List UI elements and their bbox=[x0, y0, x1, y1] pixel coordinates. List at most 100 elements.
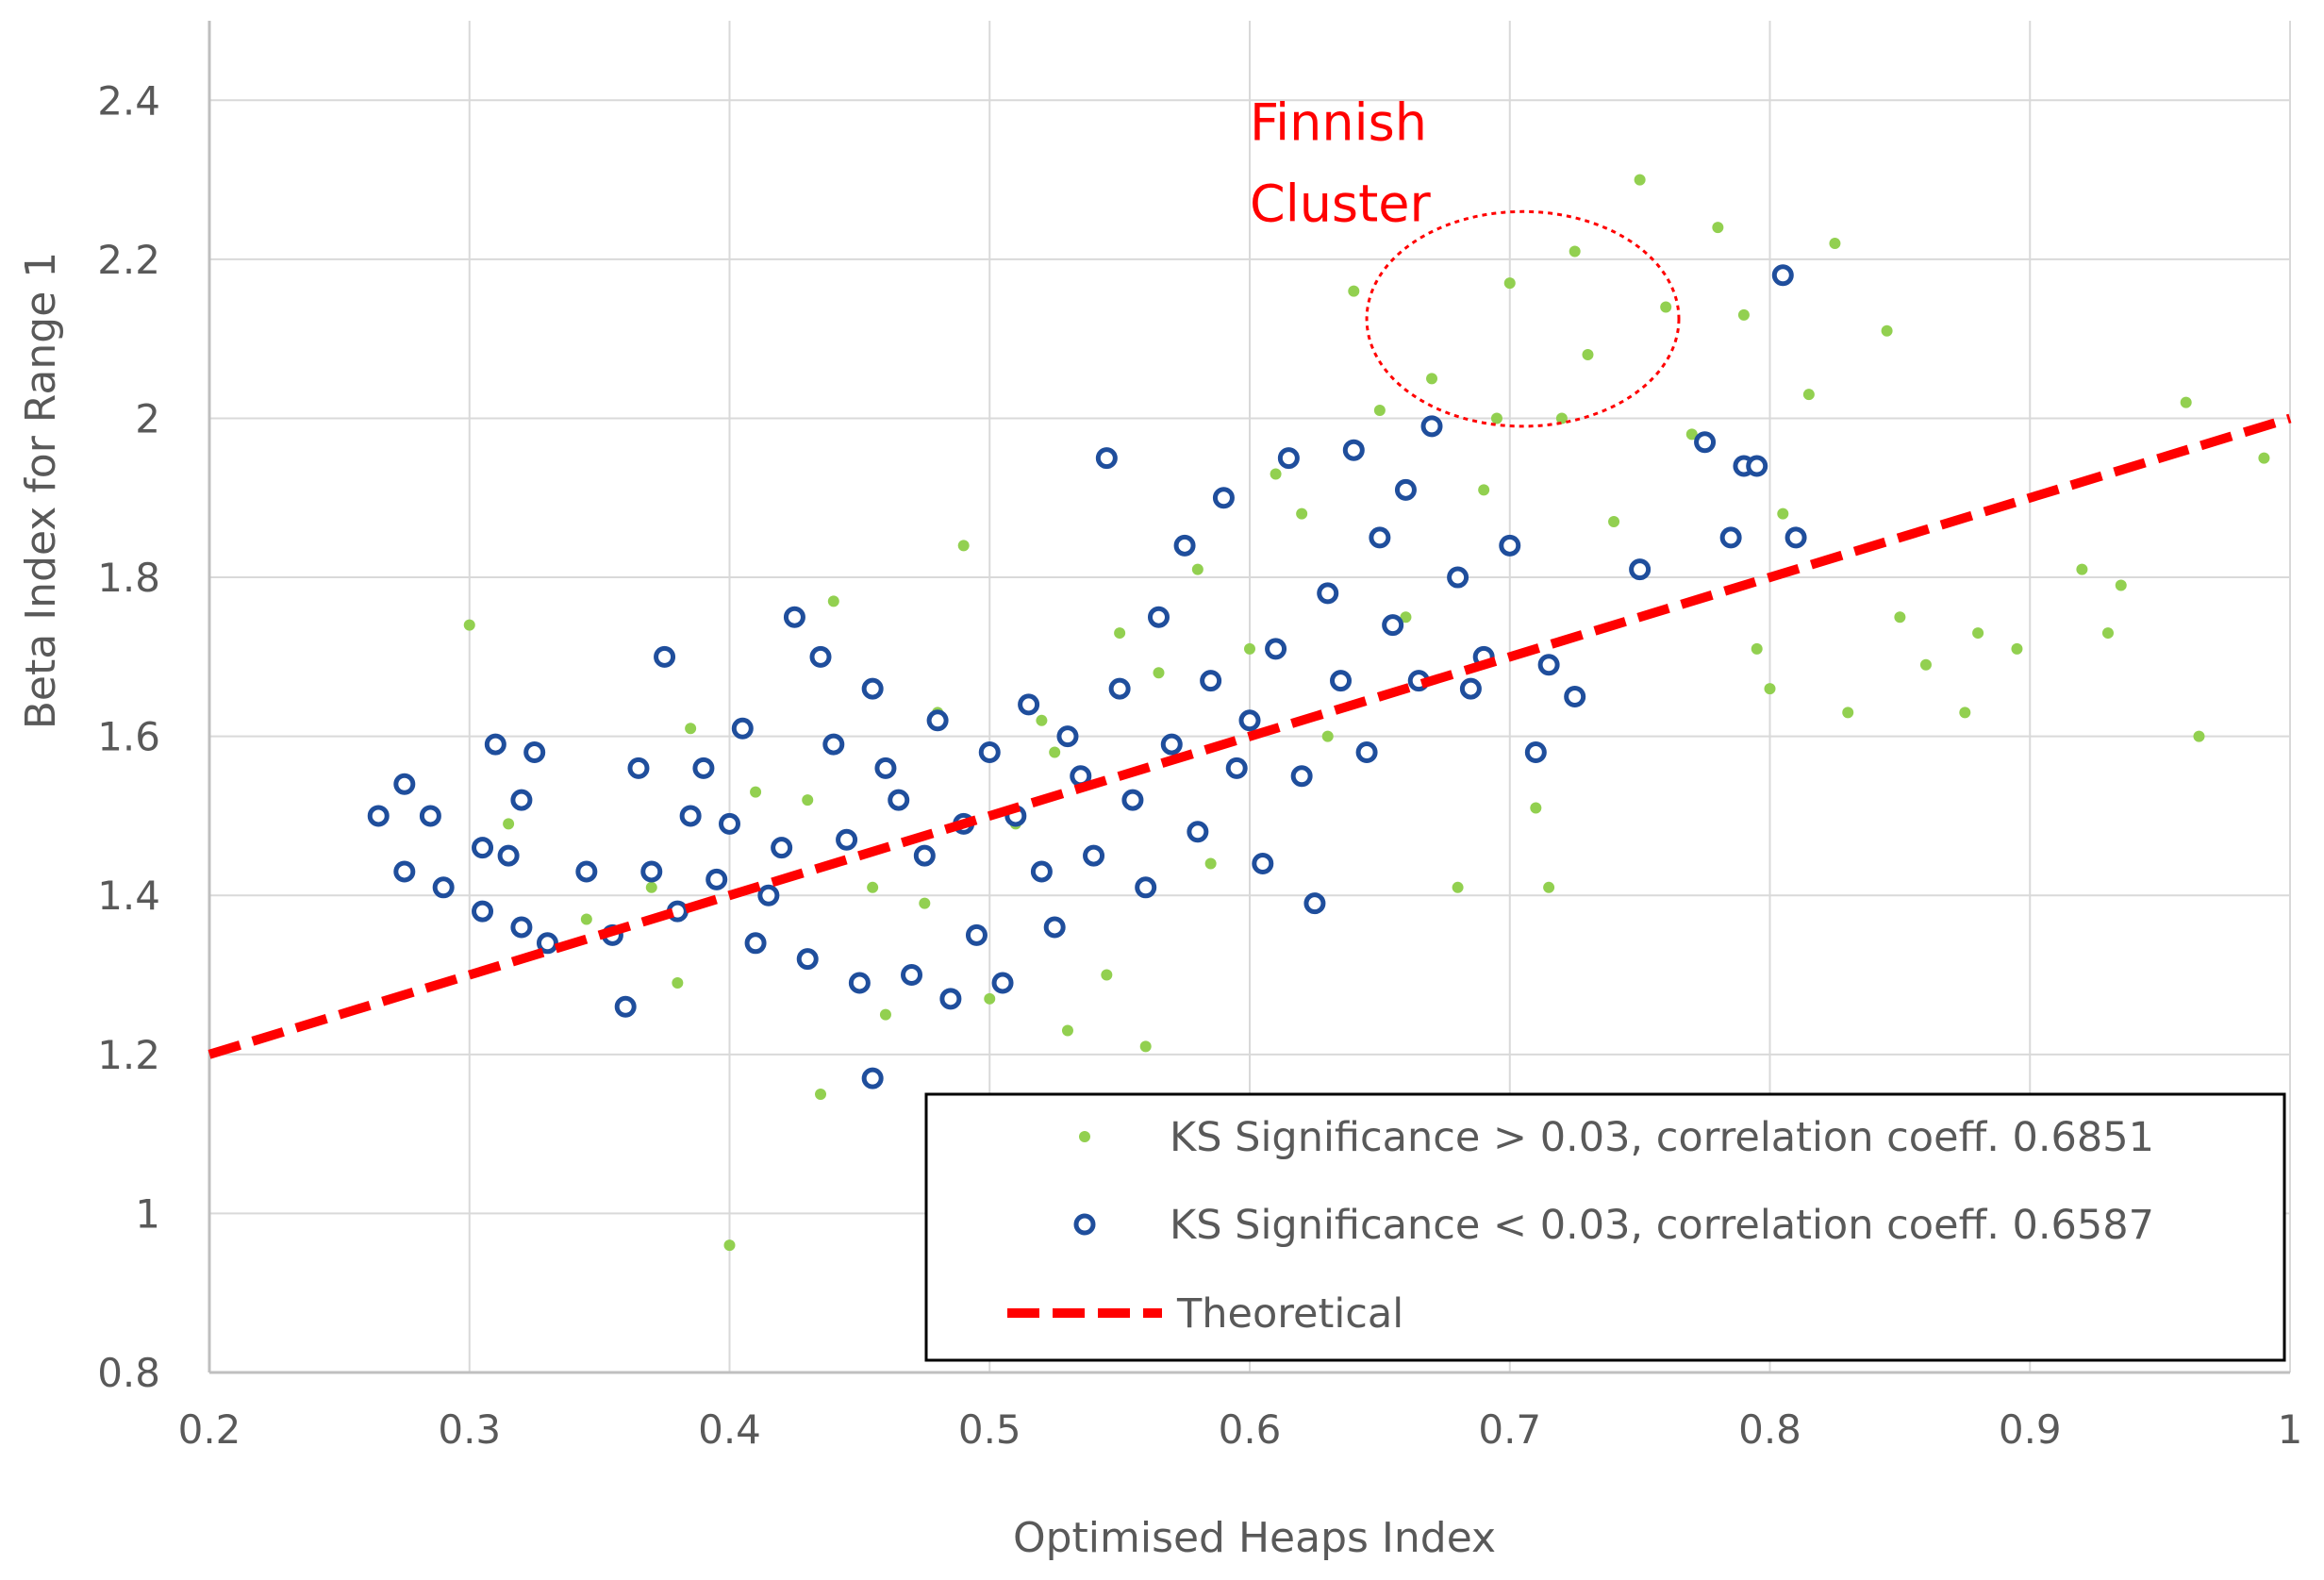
point-not-significant bbox=[1135, 876, 1157, 899]
point-not-significant bbox=[901, 964, 923, 987]
point-significant bbox=[1348, 285, 1360, 297]
y-tick-label: 1 bbox=[135, 1190, 160, 1237]
point-significant bbox=[463, 619, 475, 631]
point-not-significant bbox=[1342, 439, 1365, 461]
point-not-significant bbox=[1771, 264, 1794, 287]
point-not-significant bbox=[1303, 892, 1326, 915]
point-significant bbox=[867, 881, 879, 893]
x-tick-label: 0.5 bbox=[958, 1406, 1021, 1453]
point-significant bbox=[1582, 349, 1594, 361]
point-not-significant bbox=[783, 606, 805, 628]
point-significant bbox=[1191, 563, 1204, 575]
point-not-significant bbox=[1277, 447, 1300, 470]
theoretical-line bbox=[208, 413, 2292, 1059]
point-significant bbox=[1543, 881, 1555, 893]
point-not-significant bbox=[393, 773, 416, 795]
point-significant bbox=[1737, 308, 1750, 321]
x-tick-label: 0.9 bbox=[1999, 1406, 2062, 1453]
legend-label-significant: KS Significance > 0.03, correlation coef… bbox=[1170, 1114, 2154, 1161]
point-not-significant bbox=[1212, 487, 1235, 509]
point-not-significant bbox=[1784, 526, 1807, 549]
point-not-significant bbox=[432, 876, 455, 899]
point-significant bbox=[1101, 969, 1113, 981]
x-tick-label: 0.2 bbox=[178, 1406, 241, 1453]
point-not-significant bbox=[809, 645, 832, 668]
point-significant bbox=[2193, 730, 2205, 742]
point-significant bbox=[750, 786, 762, 798]
point-significant bbox=[1972, 627, 1984, 640]
point-not-significant bbox=[1121, 789, 1144, 811]
point-not-significant bbox=[510, 789, 533, 811]
x-tick-label: 0.8 bbox=[1738, 1406, 1801, 1453]
y-tick-label: 0.8 bbox=[97, 1350, 160, 1396]
point-not-significant bbox=[731, 717, 754, 740]
point-not-significant bbox=[1290, 765, 1313, 788]
point-not-significant bbox=[472, 837, 494, 859]
point-not-significant bbox=[1225, 757, 1248, 779]
point-not-significant bbox=[991, 972, 1014, 994]
y-tick-label: 2.2 bbox=[97, 237, 160, 283]
theoretical-line-layer bbox=[208, 413, 2292, 1059]
point-not-significant bbox=[1083, 844, 1105, 867]
x-tick-label: 1 bbox=[2278, 1406, 2303, 1453]
point-not-significant bbox=[874, 757, 897, 779]
x-tick-label: 0.3 bbox=[438, 1406, 501, 1453]
cluster-label: Finnish bbox=[1250, 92, 1427, 152]
y-tick-label: 1.4 bbox=[97, 873, 160, 919]
point-not-significant bbox=[1355, 741, 1378, 764]
point-not-significant bbox=[614, 995, 637, 1018]
point-not-significant bbox=[744, 932, 767, 955]
point-not-significant bbox=[848, 972, 871, 994]
point-not-significant bbox=[1420, 415, 1443, 438]
point-significant bbox=[1751, 642, 1763, 655]
y-tick-label: 1.8 bbox=[97, 555, 160, 601]
point-not-significant bbox=[1147, 606, 1170, 628]
point-significant bbox=[984, 992, 996, 1005]
point-not-significant bbox=[1095, 447, 1118, 470]
point-not-significant bbox=[1369, 526, 1391, 549]
point-not-significant bbox=[1238, 709, 1261, 732]
point-not-significant bbox=[1564, 686, 1586, 707]
point-significant bbox=[1959, 707, 1971, 719]
point-significant bbox=[685, 723, 697, 735]
cluster-label: Cluster bbox=[1250, 174, 1431, 233]
point-significant bbox=[1569, 245, 1581, 258]
point-significant bbox=[1764, 683, 1776, 695]
point-not-significant bbox=[1524, 741, 1547, 764]
point-significant bbox=[1478, 484, 1490, 496]
point-not-significant bbox=[472, 900, 494, 923]
point-significant bbox=[1049, 746, 1061, 758]
point-not-significant bbox=[510, 916, 533, 939]
point-significant bbox=[1270, 468, 1282, 480]
point-not-significant bbox=[861, 677, 884, 700]
point-not-significant bbox=[484, 733, 506, 756]
point-not-significant bbox=[536, 932, 558, 955]
point-significant bbox=[1608, 516, 1620, 528]
point-significant bbox=[1490, 412, 1502, 424]
point-significant bbox=[2101, 627, 2114, 640]
point-not-significant bbox=[1694, 431, 1717, 454]
point-significant bbox=[1036, 714, 1048, 726]
legend-marker-not-significant bbox=[1073, 1213, 1096, 1236]
point-significant bbox=[1881, 324, 1893, 337]
point-not-significant bbox=[1265, 638, 1287, 660]
legend-label-theoretical: Theoretical bbox=[1176, 1290, 1403, 1338]
point-significant bbox=[1452, 881, 1464, 893]
axes bbox=[208, 21, 2290, 1374]
x-tick-label: 0.6 bbox=[1219, 1406, 1282, 1453]
x-axis-title: Optimised Heaps Index bbox=[1013, 1514, 1496, 1562]
point-not-significant bbox=[640, 860, 663, 883]
point-significant bbox=[1634, 174, 1646, 186]
point-significant bbox=[1139, 1040, 1152, 1053]
annotation-layer: Finnish Cluster bbox=[1250, 92, 1681, 428]
point-not-significant bbox=[1317, 582, 1339, 605]
tick-labels: 0.2 0.3 0.4 0.5 0.6 0.7 0.8 0.9 1 0.8 1 1.2 1.4 1.6 1.… bbox=[97, 77, 2302, 1453]
point-significant bbox=[2011, 642, 2023, 655]
point-not-significant bbox=[523, 741, 546, 764]
point-significant bbox=[1153, 667, 1165, 679]
point-not-significant bbox=[836, 828, 858, 851]
point-significant bbox=[503, 818, 515, 830]
point-not-significant bbox=[965, 923, 988, 946]
point-significant bbox=[1894, 611, 1906, 624]
